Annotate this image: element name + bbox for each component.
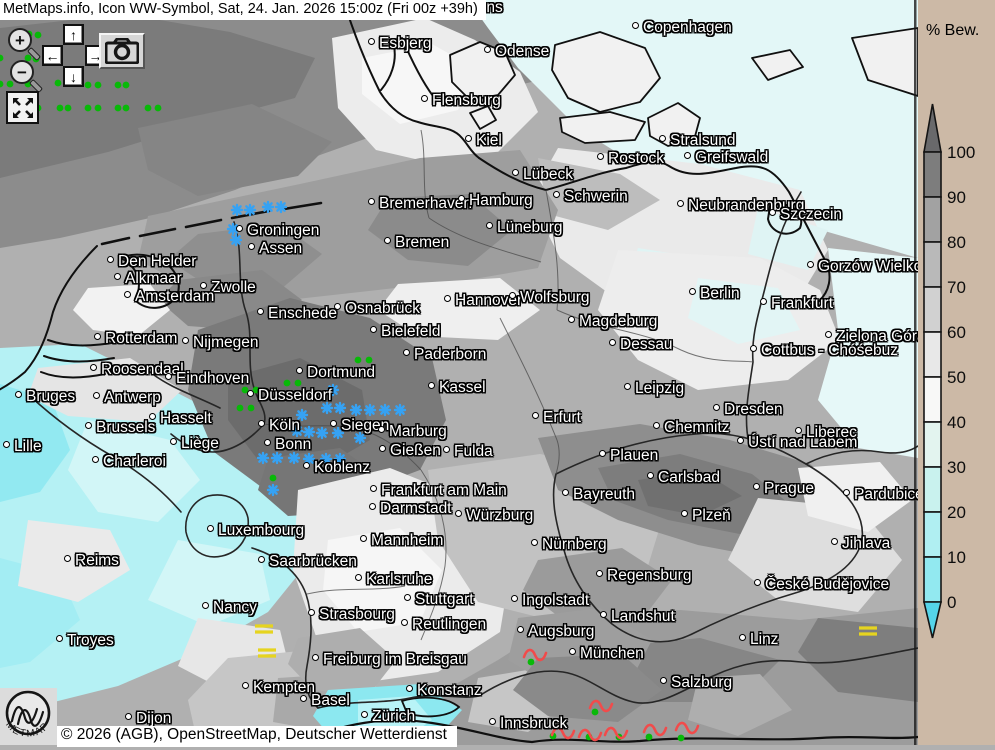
snowflake-icon xyxy=(272,453,282,463)
snowflake-icon xyxy=(355,433,365,443)
cloud-cover-scale: 1009080706050403020100 xyxy=(918,0,995,745)
drizzle-dot-icon xyxy=(155,105,162,112)
snowflake-icon xyxy=(304,427,314,437)
arrow-up-icon: ↑ xyxy=(70,27,77,43)
drizzle-dot-icon xyxy=(295,380,302,387)
snowflake-icon xyxy=(351,405,361,415)
snowflake-icon xyxy=(289,453,299,463)
metmaps-logo[interactable]: METMAPS xyxy=(0,688,57,745)
snowflake-icon xyxy=(328,385,338,395)
legend-tick-50: 50 xyxy=(947,368,966,387)
legend-tick-90: 90 xyxy=(947,188,966,207)
legend-tick-0: 0 xyxy=(947,593,956,612)
drizzle-dot-icon xyxy=(145,105,152,112)
snowflake-icon xyxy=(317,428,327,438)
screenshot-button[interactable] xyxy=(99,33,145,69)
legend-tick-70: 70 xyxy=(947,278,966,297)
drizzle-dot-icon xyxy=(115,105,122,112)
snowflake-icon xyxy=(231,235,241,245)
drizzle-dot-icon xyxy=(646,734,653,741)
legend-tick-20: 20 xyxy=(947,503,966,522)
drizzle-dot-icon xyxy=(366,357,373,364)
pan-down-button[interactable]: ↓ xyxy=(63,66,84,87)
snowflake-icon xyxy=(380,405,390,415)
drizzle-dot-icon xyxy=(123,105,130,112)
snowflake-icon xyxy=(268,485,278,495)
drizzle-dot-icon xyxy=(355,357,362,364)
legend-tick-30: 30 xyxy=(947,458,966,477)
snowflake-icon xyxy=(263,202,273,212)
drizzle-dot-icon xyxy=(270,475,277,482)
drizzle-dot-icon xyxy=(35,32,42,39)
drizzle-dot-icon xyxy=(592,709,599,716)
snowflake-icon xyxy=(258,453,268,463)
legend-tick-40: 40 xyxy=(947,413,966,432)
snowflake-icon xyxy=(245,205,255,215)
legend-title: % Bew. xyxy=(926,22,979,40)
zoom-out-button[interactable]: − xyxy=(10,60,34,84)
drizzle-dot-icon xyxy=(242,387,249,394)
snowflake-icon xyxy=(335,454,345,464)
legend-tick-10: 10 xyxy=(947,548,966,567)
drizzle-dot-icon xyxy=(123,82,130,89)
snowflake-icon xyxy=(297,410,307,420)
snowflake-icon xyxy=(322,403,332,413)
drizzle-dot-icon xyxy=(248,405,255,412)
snowflake-icon xyxy=(395,405,405,415)
drizzle-dot-icon xyxy=(95,82,102,89)
minus-icon: − xyxy=(17,64,27,81)
expand-arrows-icon xyxy=(11,96,35,120)
drizzle-dot-icon xyxy=(528,659,535,666)
snowflake-icon xyxy=(276,202,286,212)
drizzle-dot-icon xyxy=(237,405,244,412)
snowflake-icon xyxy=(304,454,314,464)
drizzle-dot-icon xyxy=(57,105,64,112)
plus-icon: + xyxy=(15,32,25,49)
snowflake-icon xyxy=(232,205,242,215)
drizzle-dot-icon xyxy=(284,380,291,387)
drizzle-dot-icon xyxy=(115,82,122,89)
snowflake-icon xyxy=(333,428,343,438)
camera-icon xyxy=(105,38,139,64)
drizzle-dot-icon xyxy=(678,735,685,742)
snowflake-icon xyxy=(321,454,331,464)
drizzle-dot-icon xyxy=(253,387,260,394)
zoom-in-button[interactable]: + xyxy=(8,28,32,52)
snowflake-icon xyxy=(365,405,375,415)
arrow-left-icon: ← xyxy=(46,48,60,64)
fullscreen-button[interactable] xyxy=(6,91,39,124)
pan-up-button[interactable]: ↑ xyxy=(63,24,84,45)
drizzle-dot-icon xyxy=(85,105,92,112)
drizzle-dot-icon xyxy=(7,81,14,88)
drizzle-dot-icon xyxy=(55,80,62,87)
drizzle-dot-icon xyxy=(85,82,92,89)
snowflake-icon xyxy=(228,224,238,234)
pan-left-button[interactable]: ← xyxy=(42,45,63,66)
legend-sidebar: 1009080706050403020100 % Bew. xyxy=(918,0,995,745)
snowflake-icon xyxy=(292,426,302,436)
legend-tick-80: 80 xyxy=(947,233,966,252)
cloud-cover-field xyxy=(0,0,918,745)
arrow-down-icon: ↓ xyxy=(70,69,77,85)
copyright-bar[interactable]: © 2026 (AGB), OpenStreetMap, Deutscher W… xyxy=(57,726,457,747)
title-bar: MetMaps.info, Icon WW-Symbol, Sat, 24. J… xyxy=(0,0,486,20)
legend-tick-100: 100 xyxy=(947,143,975,162)
snowflake-icon xyxy=(335,403,345,413)
weather-map-canvas[interactable]: EsbjergOdenseCopenhagenHorsensFlensburgK… xyxy=(0,0,918,745)
legend-tick-60: 60 xyxy=(947,323,966,342)
drizzle-dot-icon xyxy=(65,105,72,112)
drizzle-dot-icon xyxy=(95,105,102,112)
